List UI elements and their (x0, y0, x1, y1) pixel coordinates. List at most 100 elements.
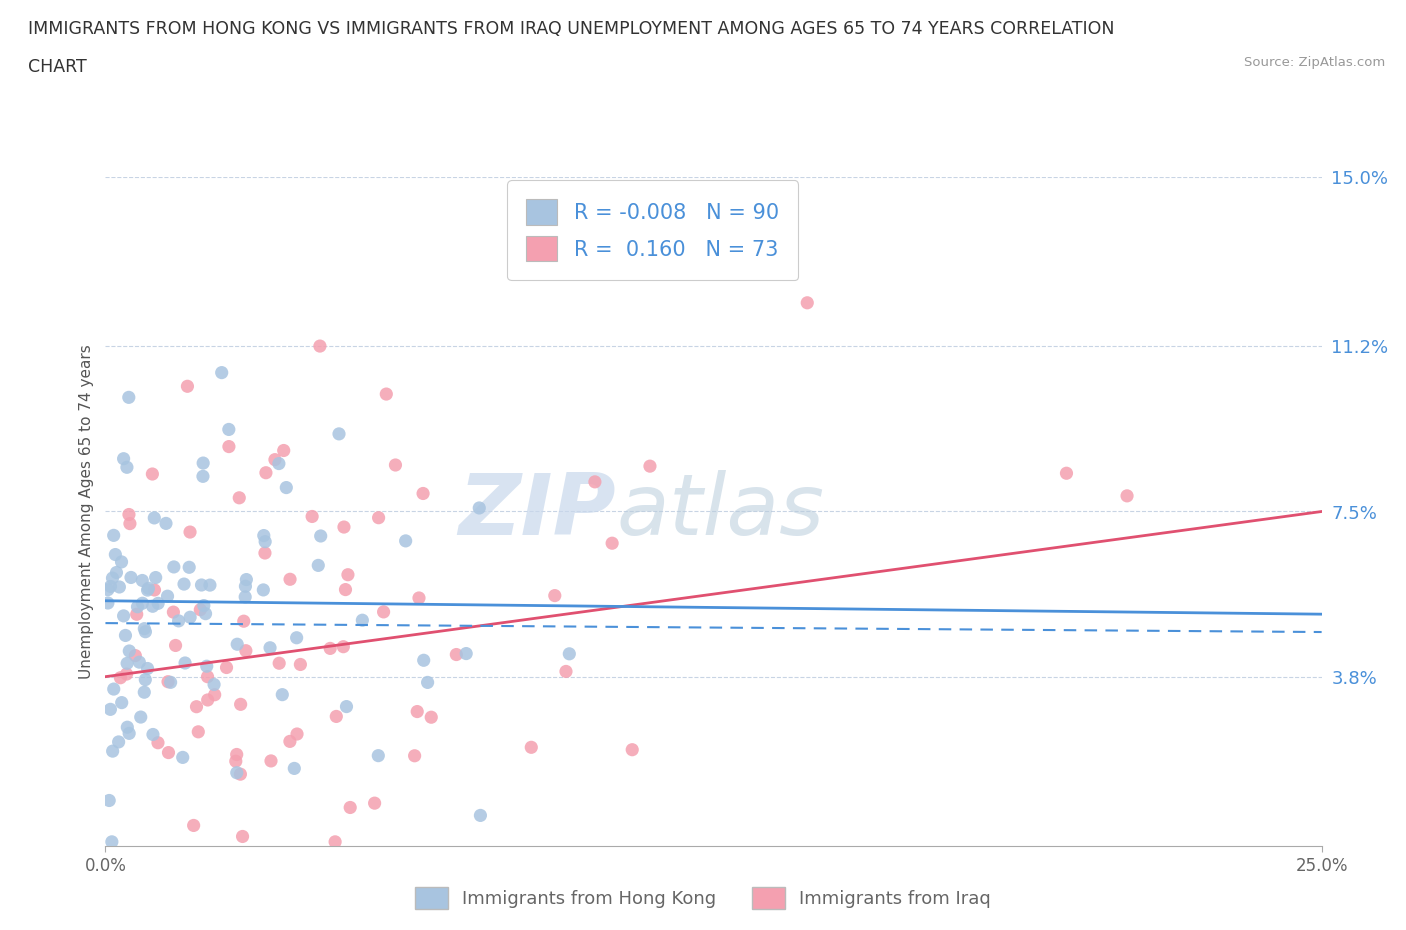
Point (301, 509, 323, 524)
Point (412, 653, 434, 668)
Point (105, 565, 128, 580)
Point (404, 749, 426, 764)
Point (339, 800, 361, 815)
Point (335, 582, 357, 597)
Point (335, 699, 357, 714)
Point (145, 570, 167, 585)
Point (129, 710, 152, 724)
Point (110, 554, 132, 569)
Point (157, 745, 180, 760)
Point (118, 644, 141, 658)
Point (142, 727, 165, 742)
Point (211, 365, 233, 380)
Point (97, 582, 120, 597)
Point (112, 608, 135, 623)
Point (520, 740, 543, 755)
Point (104, 547, 127, 562)
Point (162, 604, 184, 619)
Point (332, 639, 354, 654)
Point (98, 793, 121, 808)
Point (309, 339, 332, 353)
Point (264, 452, 287, 467)
Point (352, 613, 374, 628)
Point (233, 590, 256, 604)
Point (232, 829, 254, 844)
Point (235, 572, 257, 587)
Point (235, 644, 257, 658)
Point (191, 456, 214, 471)
Point (558, 646, 581, 661)
Point (167, 614, 190, 629)
Point (412, 486, 434, 501)
Point (555, 664, 578, 679)
Point (202, 677, 225, 692)
Point (101, 571, 124, 586)
Point (183, 818, 205, 833)
Point (191, 469, 214, 484)
Point (165, 638, 187, 653)
Point (796, 296, 818, 311)
Point (187, 724, 209, 739)
Text: CHART: CHART (28, 58, 87, 75)
Point (215, 660, 238, 675)
Point (115, 656, 138, 671)
Text: IMMIGRANTS FROM HONG KONG VS IMMIGRANTS FROM IRAQ UNEMPLOYMENT AMONG AGES 65 TO : IMMIGRANTS FROM HONG KONG VS IMMIGRANTS … (28, 20, 1115, 38)
Point (128, 655, 150, 670)
Point (111, 696, 134, 711)
Point (276, 480, 298, 495)
Point (363, 796, 385, 811)
Point (621, 742, 644, 757)
Point (285, 631, 308, 645)
Point (118, 507, 141, 522)
Point (142, 599, 165, 614)
Point (283, 761, 305, 776)
Point (468, 500, 491, 515)
Point (120, 570, 142, 585)
Point (117, 720, 139, 735)
Point (285, 726, 308, 741)
Point (373, 604, 395, 619)
Point (195, 658, 218, 673)
Point (115, 459, 138, 474)
Text: Source: ZipAtlas.com: Source: ZipAtlas.com (1244, 56, 1385, 69)
Point (232, 614, 254, 629)
Point (252, 582, 274, 597)
Point (470, 808, 492, 823)
Point (235, 578, 257, 593)
Point (146, 736, 169, 751)
Point (260, 753, 283, 768)
Point (328, 427, 350, 442)
Point (273, 443, 295, 458)
Point (103, 682, 125, 697)
Point (186, 699, 208, 714)
Point (194, 606, 217, 621)
Point (218, 422, 240, 437)
Point (174, 656, 197, 671)
Point (134, 684, 156, 699)
Point (309, 528, 332, 543)
Point (156, 589, 179, 604)
Point (138, 581, 160, 596)
Point (157, 674, 180, 689)
Point (146, 596, 169, 611)
Point (97, 595, 120, 610)
Point (218, 439, 240, 454)
Point (136, 661, 159, 676)
Point (134, 621, 156, 636)
Point (134, 624, 156, 639)
Point (253, 528, 276, 543)
Point (600, 536, 623, 551)
Point (638, 458, 661, 473)
Point (325, 709, 347, 724)
Point (179, 560, 201, 575)
Point (267, 456, 290, 471)
Point (229, 766, 252, 781)
Point (127, 599, 149, 614)
Point (100, 579, 122, 594)
Point (134, 672, 156, 687)
Point (225, 765, 247, 780)
Point (456, 646, 478, 661)
Point (1116, 488, 1139, 503)
Point (193, 598, 215, 613)
Text: ZIP: ZIP (458, 470, 616, 553)
